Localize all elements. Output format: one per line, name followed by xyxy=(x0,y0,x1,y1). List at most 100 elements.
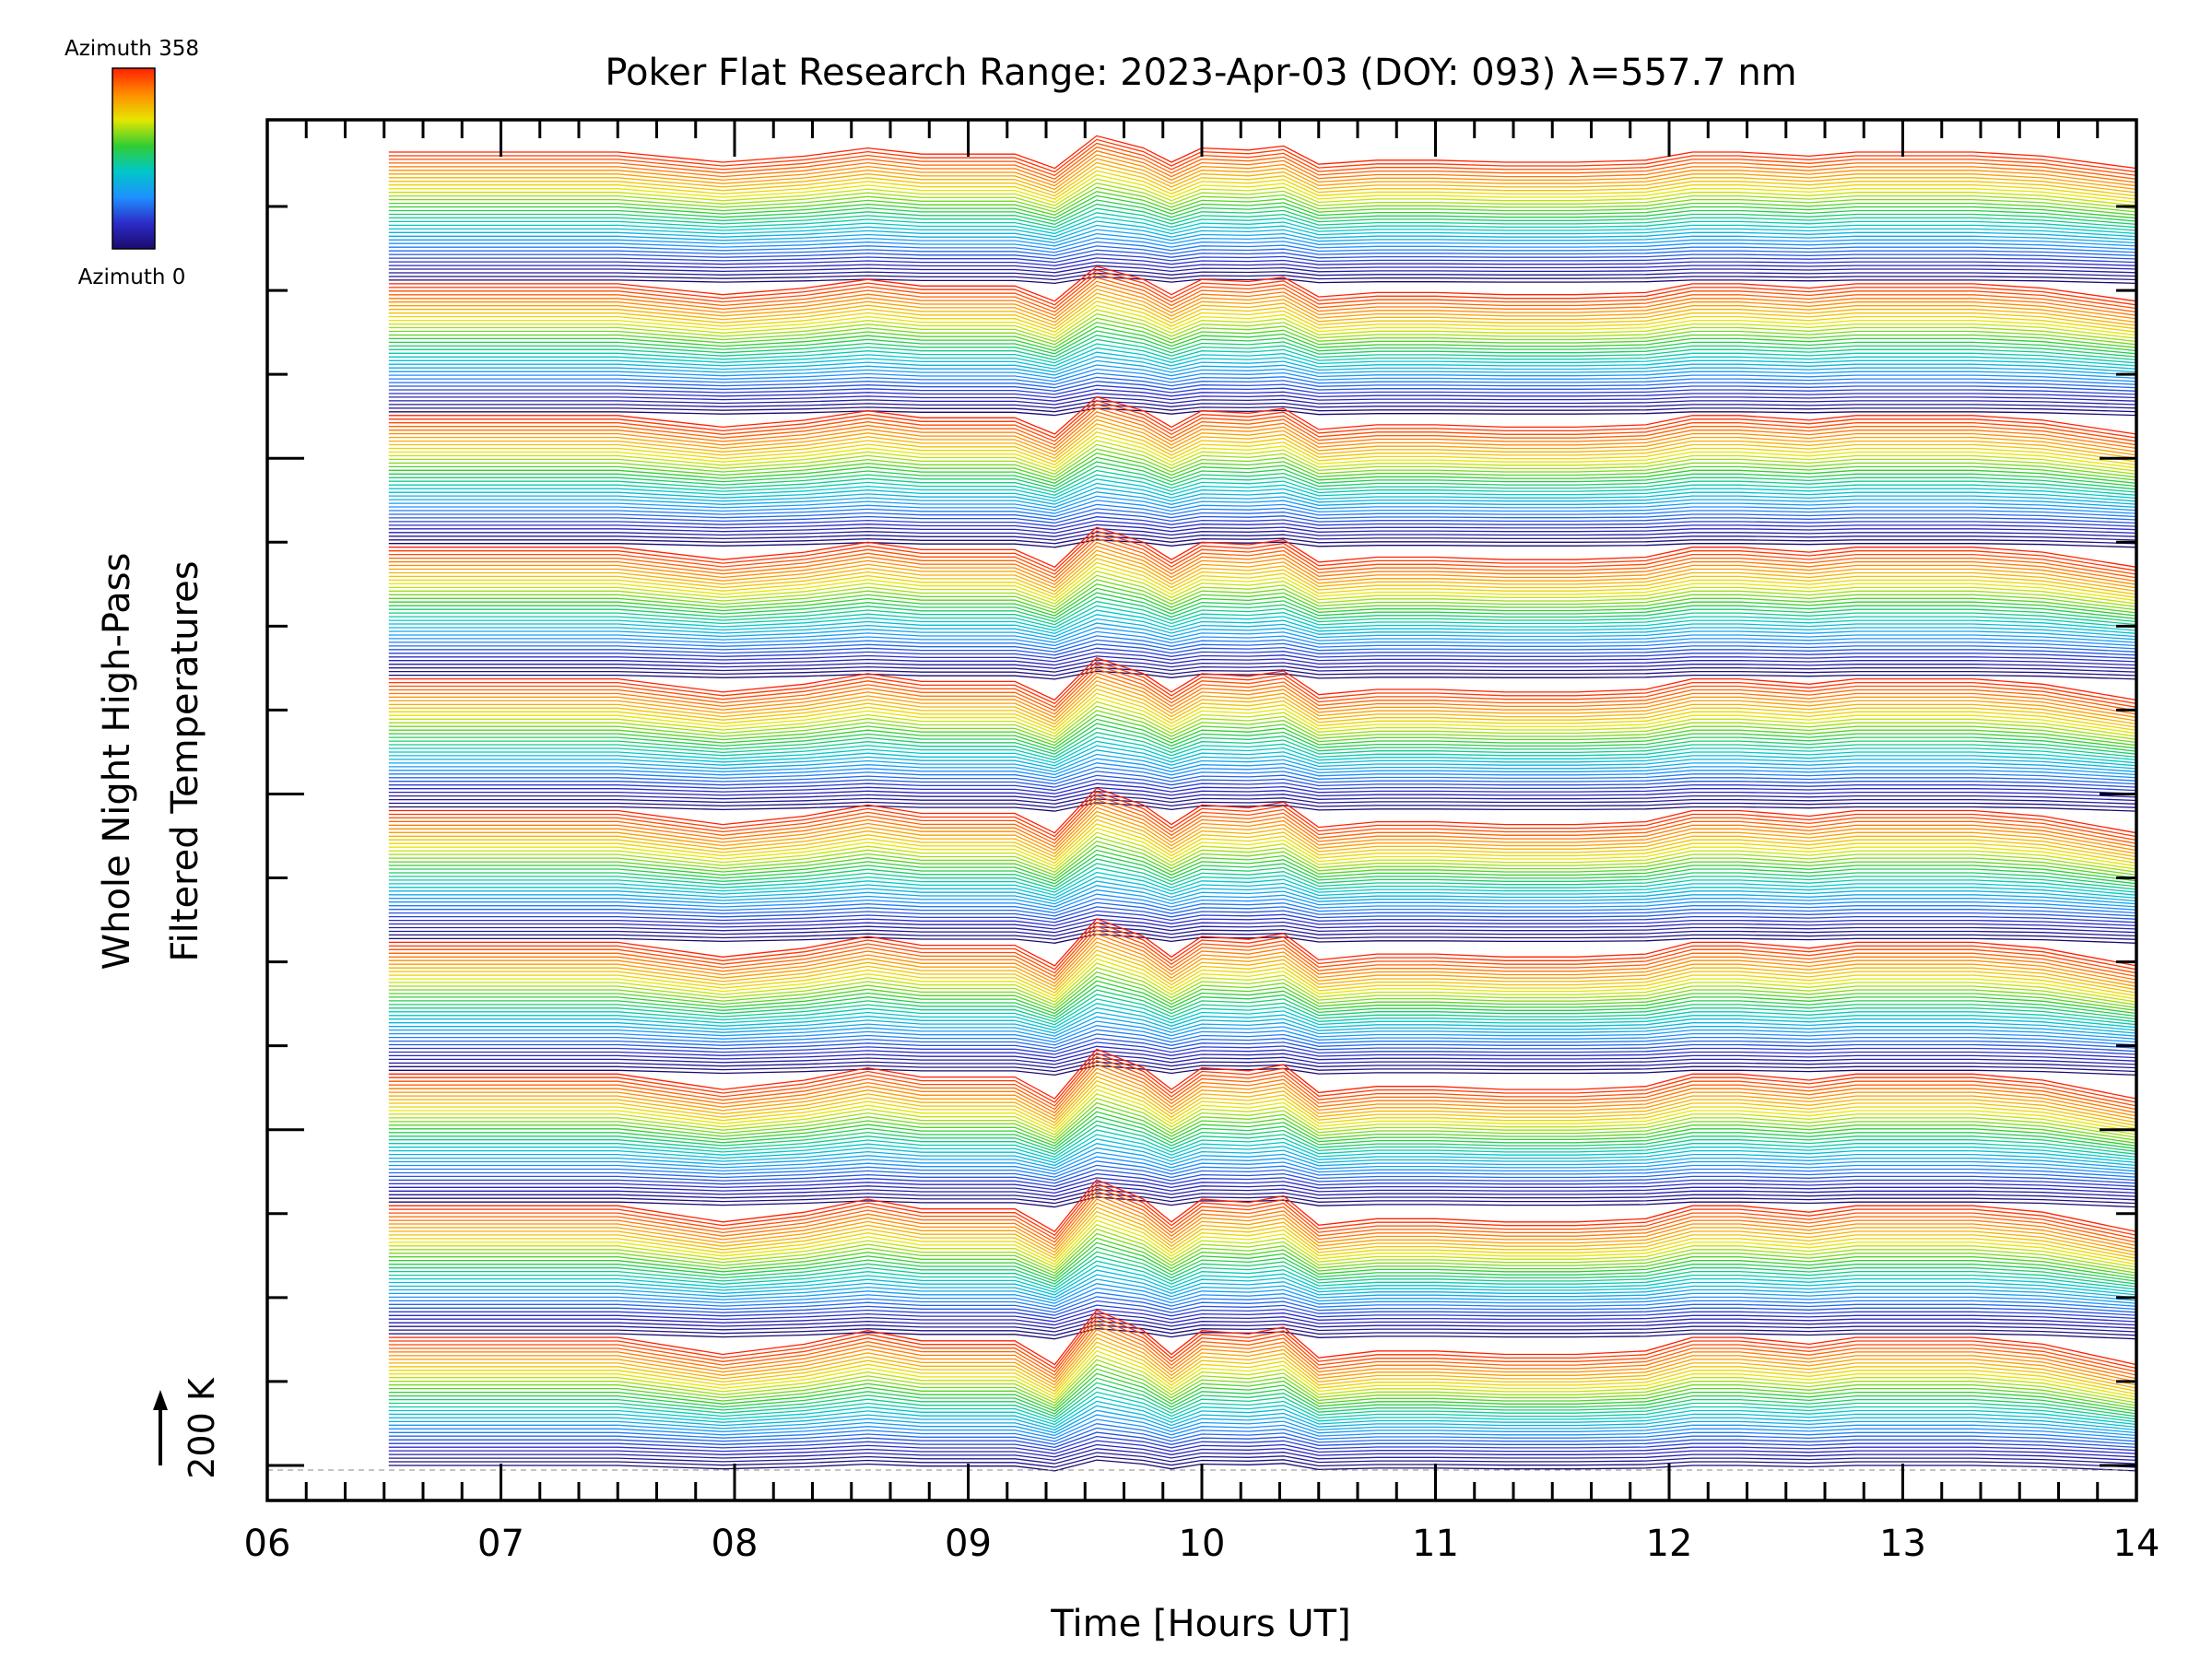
trace-line xyxy=(388,474,2137,496)
trace-line xyxy=(388,138,2137,173)
trace-line xyxy=(388,199,2137,222)
trace-line xyxy=(388,1169,2137,1184)
trace-line xyxy=(388,1151,2137,1172)
trace-line xyxy=(388,527,2137,537)
trace-line xyxy=(388,668,2137,712)
trace-line xyxy=(388,635,2137,650)
trace-line xyxy=(388,268,2137,277)
trace-line xyxy=(388,618,2137,638)
trace-line xyxy=(388,1182,2137,1237)
trace-line xyxy=(388,798,2137,808)
trace-line xyxy=(388,186,2137,213)
trace-line xyxy=(388,1443,2137,1458)
trace-line xyxy=(388,1189,2137,1201)
trace-line xyxy=(388,1006,2137,1031)
trace-line xyxy=(388,1291,2137,1311)
trace-line xyxy=(388,1164,2137,1182)
trace-line xyxy=(388,697,2137,735)
trace-line xyxy=(388,1156,2137,1175)
trace-line xyxy=(388,381,2137,392)
trace-line xyxy=(388,1045,2137,1059)
trace-line xyxy=(388,614,2137,634)
trace-line xyxy=(388,1405,2137,1431)
trace-line xyxy=(388,880,2137,902)
trace-line xyxy=(388,1025,2137,1043)
trace-line xyxy=(388,1304,2137,1320)
x-tick-label: 12 xyxy=(1646,1523,1693,1565)
trace-line xyxy=(388,1382,2137,1418)
trace-line xyxy=(388,403,2137,442)
trace-line xyxy=(388,1232,2137,1274)
trace-line xyxy=(388,798,2137,844)
trace-line xyxy=(388,356,2137,373)
trace-line xyxy=(388,1198,2137,1250)
trace-line xyxy=(388,1129,2137,1159)
trace-line xyxy=(388,1395,2137,1426)
trace-line xyxy=(388,296,2137,330)
trace-line xyxy=(388,609,2137,631)
trace-line xyxy=(388,343,2137,364)
trace-line xyxy=(388,980,2137,1015)
trace-line xyxy=(388,1177,2137,1191)
trace-line xyxy=(388,1260,2137,1290)
trace-line xyxy=(388,849,2137,882)
trace-line xyxy=(388,265,2137,274)
trace-line xyxy=(388,411,2137,450)
trace-line xyxy=(388,1210,2137,1260)
colorbar-bottom-label: Azimuth 0 xyxy=(78,265,186,289)
trace-line xyxy=(388,272,2137,281)
scale-bar: 200 K xyxy=(153,1377,222,1479)
trace-line xyxy=(388,182,2137,210)
trace-line xyxy=(388,553,2137,593)
trace-line xyxy=(388,220,2137,238)
trace-line xyxy=(388,304,2137,336)
trace-line xyxy=(388,836,2137,873)
trace-line xyxy=(388,549,2137,589)
plot-area: 06 07 08 09 10 11 12 13 14 xyxy=(244,118,2159,1565)
trace-line xyxy=(388,998,2137,1026)
trace-line xyxy=(388,512,2137,524)
trace-line xyxy=(388,655,2137,666)
trace-line xyxy=(388,427,2137,463)
trace-line xyxy=(388,237,2137,251)
trace-line xyxy=(388,1080,2137,1126)
trace-line xyxy=(388,918,2137,967)
trace-line xyxy=(388,1061,2137,1073)
trace-line xyxy=(388,771,2137,785)
x-tick-label: 07 xyxy=(477,1523,524,1565)
trace-line xyxy=(388,526,2137,569)
trace-line xyxy=(388,1308,2137,1323)
trace-line xyxy=(388,1072,2137,1121)
trace-line xyxy=(388,989,2137,1020)
trace-line xyxy=(388,135,2137,170)
trace-line xyxy=(388,288,2137,324)
trace-line xyxy=(388,622,2137,641)
trace-line xyxy=(388,524,2137,535)
trace-line xyxy=(388,592,2137,620)
trace-line xyxy=(388,300,2137,333)
trace-line xyxy=(388,1346,2137,1395)
trace-line xyxy=(388,1093,2137,1135)
trace-line xyxy=(388,630,2137,647)
trace-line xyxy=(388,1391,2137,1423)
trace-line xyxy=(388,888,2137,908)
trace-line xyxy=(388,280,2137,316)
trace-line xyxy=(388,443,2137,476)
trace-line xyxy=(388,898,2137,914)
trace-line xyxy=(388,953,2137,997)
trace-line xyxy=(388,253,2137,264)
x-tick-label: 06 xyxy=(244,1523,291,1565)
trace-line xyxy=(388,440,2137,472)
trace-line xyxy=(388,546,2137,585)
trace-line xyxy=(388,718,2137,749)
trace-line xyxy=(388,1324,2137,1380)
trace-line xyxy=(388,745,2137,767)
trace-line xyxy=(388,322,2137,348)
trace-line xyxy=(388,627,2137,643)
trace-line xyxy=(388,1312,2137,1370)
trace-line xyxy=(388,1427,2137,1445)
trace-line xyxy=(388,265,2137,302)
trace-line xyxy=(388,1179,2137,1233)
trace-line xyxy=(388,558,2137,595)
